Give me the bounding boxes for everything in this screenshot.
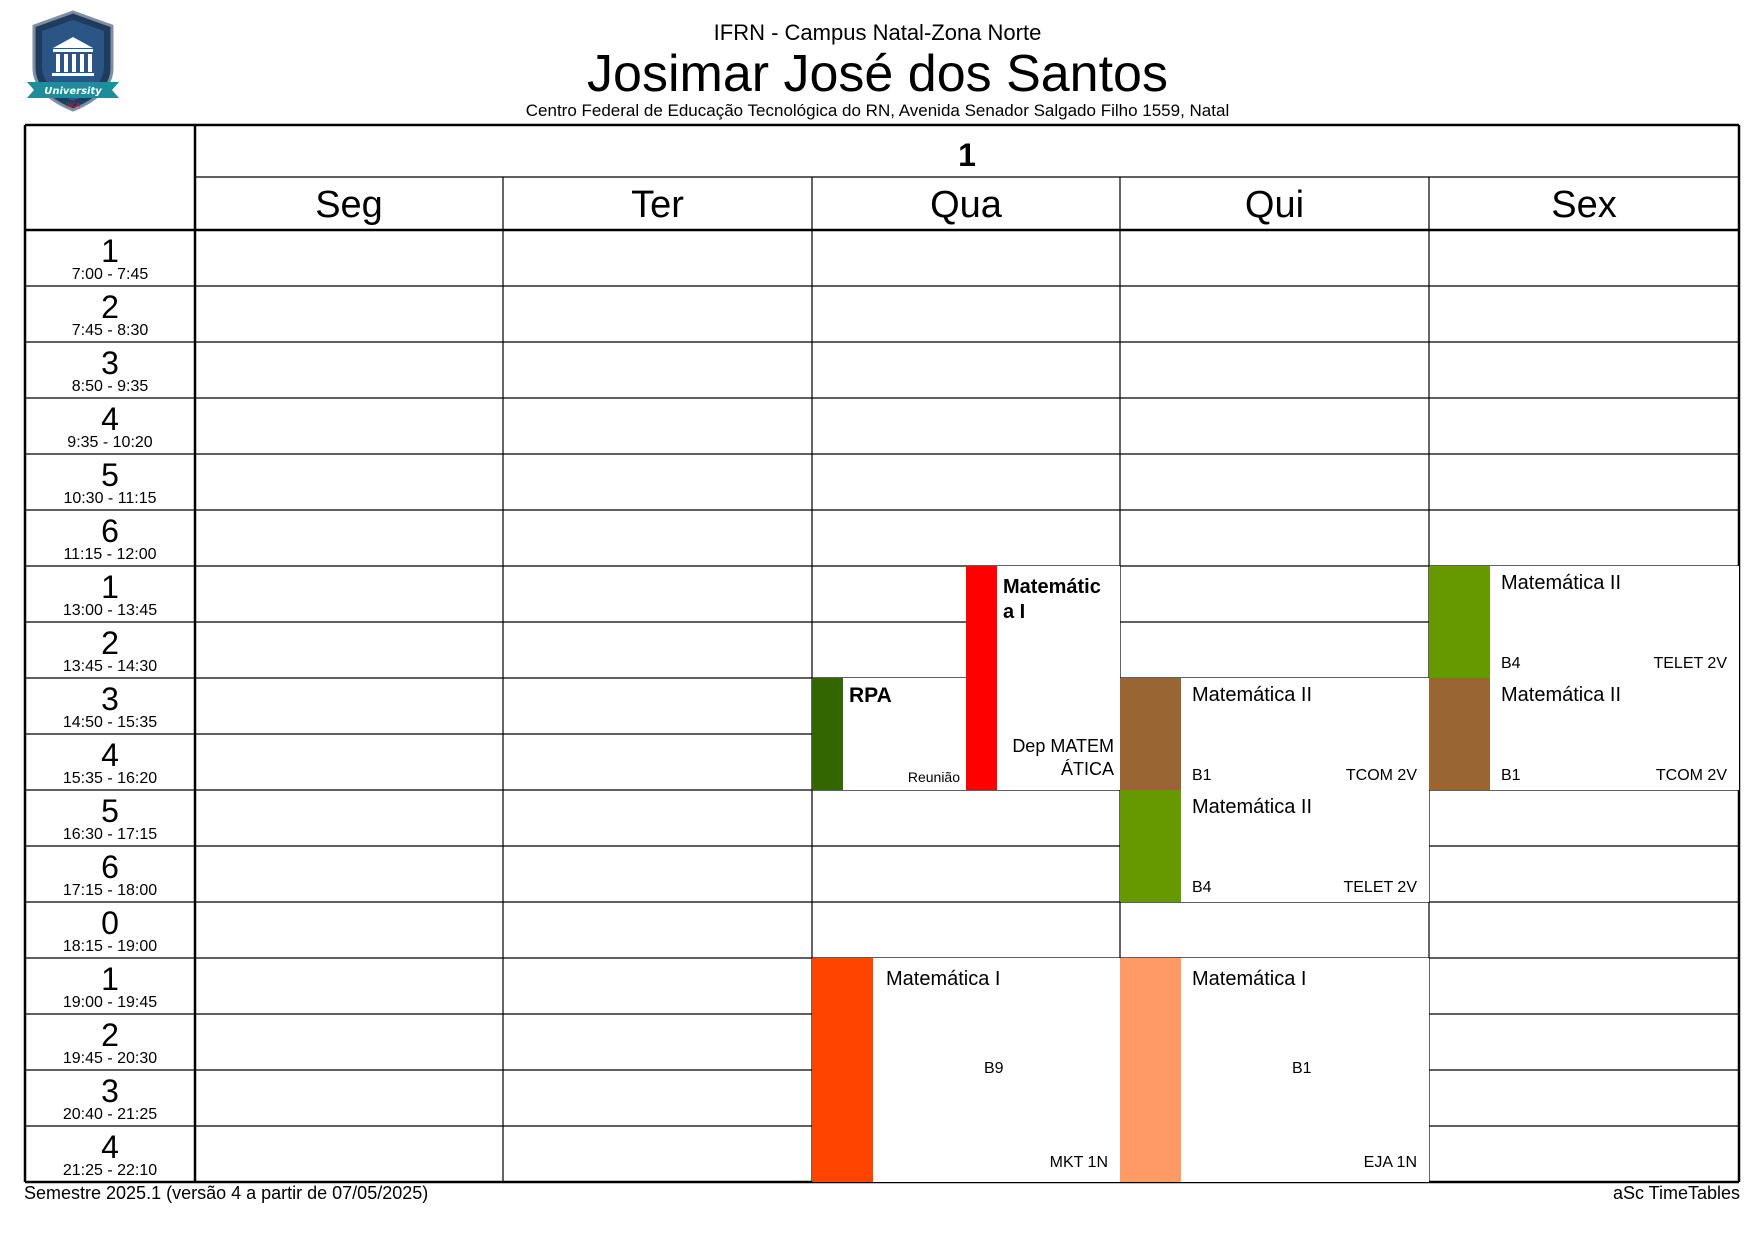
lesson-card-matematica-i-eja[interactable]: Matemática I B1 EJA 1N xyxy=(1120,958,1429,1182)
lesson-color-bar xyxy=(1429,566,1490,678)
university-logo: University INCA xyxy=(27,10,119,112)
logo-text: University xyxy=(44,86,102,97)
lesson-card-matematica-ii-telet-sex[interactable]: Matemática II B4 TELET 2V xyxy=(1429,566,1739,678)
lesson-room: B4 xyxy=(1192,879,1212,896)
period-label: 2 13:45 - 14:30 xyxy=(62,625,158,675)
period-label: 1 13:00 - 13:45 xyxy=(62,569,158,619)
period-label: 4 21:25 - 22:10 xyxy=(62,1129,158,1179)
period-label: 0 18:15 - 19:00 xyxy=(62,905,158,955)
lesson-subject: Matemática I xyxy=(1192,968,1307,990)
period-label: 3 20:40 - 21:25 xyxy=(62,1073,158,1123)
lesson-room: B9 xyxy=(984,1060,1004,1077)
lesson-department-line1: Dep MATEM xyxy=(1012,736,1114,756)
lesson-card-matematica-ii-telet[interactable]: Matemática II B4 TELET 2V xyxy=(1120,790,1429,902)
lesson-color-bar xyxy=(812,958,873,1182)
lesson-color-bar xyxy=(966,566,997,790)
period-label: 1 19:00 - 19:45 xyxy=(62,961,158,1011)
period-label: 1 7:00 - 7:45 xyxy=(71,233,149,283)
day-header-qui: Qui xyxy=(1244,184,1305,226)
lesson-card-matematica-ii-tcom-sex[interactable]: Matemática II B1 TCOM 2V xyxy=(1429,678,1739,790)
period-label: 5 16:30 - 17:15 xyxy=(62,793,158,843)
teacher-name: Josimar José dos Santos xyxy=(587,45,1168,103)
period-label: 2 19:45 - 20:30 xyxy=(62,1017,158,1067)
lesson-color-bar xyxy=(1120,678,1181,790)
day-header-qua: Qua xyxy=(930,184,1002,226)
period-label: 3 8:50 - 9:35 xyxy=(71,345,149,395)
lesson-room: B4 xyxy=(1501,655,1521,672)
lesson-subject: Matemática I xyxy=(886,968,1001,990)
week-label: 1 xyxy=(958,137,976,173)
institution-name: IFRN - Campus Natal-Zona Norte xyxy=(713,20,1042,45)
lesson-color-bar xyxy=(1120,958,1181,1182)
lesson-subject-line1: Matemátic xyxy=(1003,576,1101,598)
lesson-card-matematica-ii-tcom[interactable]: Matemática II B1 TCOM 2V xyxy=(1120,678,1429,790)
lesson-department-line2: ÁTICA xyxy=(1060,759,1114,779)
footer-software: aSc TimeTables xyxy=(1612,1183,1740,1203)
period-label: 3 14:50 - 15:35 xyxy=(62,681,158,731)
day-header-sex: Sex xyxy=(1551,184,1617,226)
day-header-ter: Ter xyxy=(631,184,684,226)
lesson-class: MKT 1N xyxy=(1049,1154,1108,1171)
lesson-color-bar xyxy=(1429,678,1490,790)
lesson-class: TCOM 2V xyxy=(1345,767,1417,784)
period-label: 5 10:30 - 11:15 xyxy=(63,457,157,507)
lesson-room: B1 xyxy=(1292,1060,1312,1077)
period-label: 2 7:45 - 8:30 xyxy=(71,289,149,339)
lesson-subject: Matemática II xyxy=(1501,572,1622,594)
logo-subtext: INCA xyxy=(66,102,81,109)
lesson-class: EJA 1N xyxy=(1363,1154,1417,1171)
period-label: 6 11:15 - 12:00 xyxy=(63,513,157,563)
institution-address: Centro Federal de Educação Tecnológica d… xyxy=(525,101,1230,120)
period-label: 6 17:15 - 18:00 xyxy=(62,849,158,899)
lesson-room: B1 xyxy=(1501,767,1521,784)
lesson-color-bar xyxy=(1120,790,1181,902)
period-label: 4 9:35 - 10:20 xyxy=(67,401,153,451)
lesson-room: B1 xyxy=(1192,767,1212,784)
lesson-class: TELET 2V xyxy=(1653,655,1727,672)
lesson-subject-line2: a I xyxy=(1003,601,1026,623)
lesson-subject: Matemática II xyxy=(1192,796,1313,818)
lesson-class: TELET 2V xyxy=(1343,879,1417,896)
period-label: 4 15:35 - 16:20 xyxy=(62,737,158,787)
day-header-seg: Seg xyxy=(315,184,383,226)
lesson-card-rpa[interactable]: RPA Reunião xyxy=(812,678,966,790)
lesson-class: TCOM 2V xyxy=(1655,767,1727,784)
lesson-subject: RPA xyxy=(849,684,892,707)
lesson-card-matematica-i-mkt[interactable]: Matemática I B9 MKT 1N xyxy=(812,958,1120,1182)
lesson-info: Reunião xyxy=(907,769,960,785)
lesson-card-matematica-i-dep[interactable]: Matemátic a I Dep MATEM ÁTICA xyxy=(966,566,1120,790)
lesson-subject: Matemática II xyxy=(1501,684,1622,706)
lesson-subject: Matemática II xyxy=(1192,684,1313,706)
footer-semester: Semestre 2025.1 (versão 4 a partir de 07… xyxy=(24,1183,429,1203)
lesson-color-bar xyxy=(812,678,843,790)
